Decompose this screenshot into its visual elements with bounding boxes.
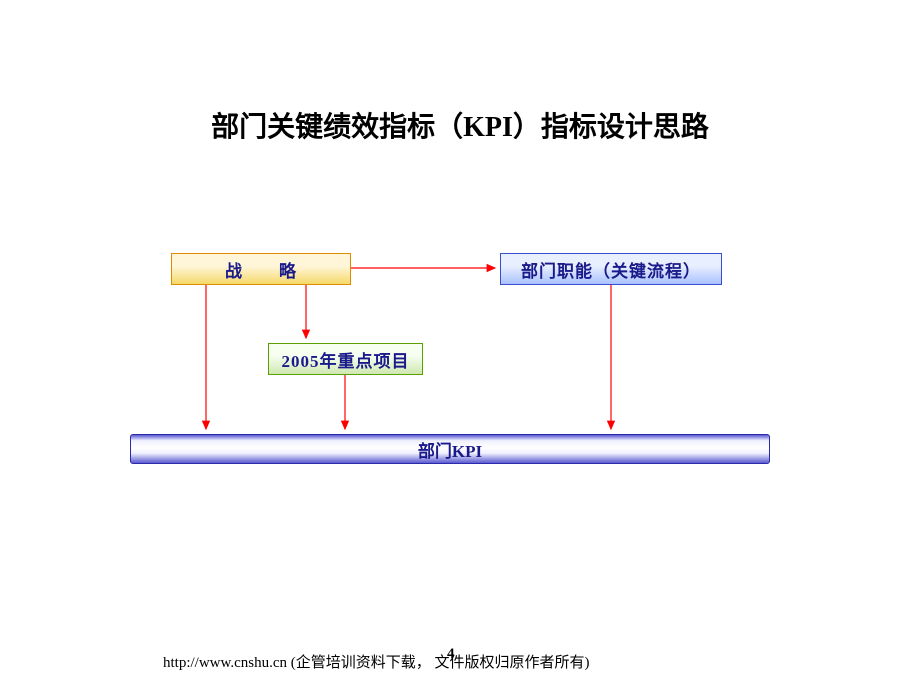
result-bar-label: 部门KPI (418, 437, 482, 462)
footer-text: http://www.cnshu.cn (企管培训资料下载， 文件版权归原作者所… (163, 651, 590, 672)
result-bar: 部门KPI (130, 434, 770, 464)
slide-title: 部门关键绩效指标（KPI）指标设计思路 (0, 105, 920, 145)
page-number: 4 (447, 646, 455, 663)
arrows-layer (0, 0, 920, 690)
box-project-label: 2005年重点项目 (282, 347, 410, 372)
slide-container: 部门关键绩效指标（KPI）指标设计思路 战 略 部门职能（关键流程） 2005年… (0, 0, 920, 690)
box-functions-label: 部门职能（关键流程） (521, 257, 701, 282)
box-functions: 部门职能（关键流程） (500, 253, 722, 285)
box-strategy-label: 战 略 (225, 257, 297, 282)
box-strategy: 战 略 (171, 253, 351, 285)
box-project: 2005年重点项目 (268, 343, 423, 375)
